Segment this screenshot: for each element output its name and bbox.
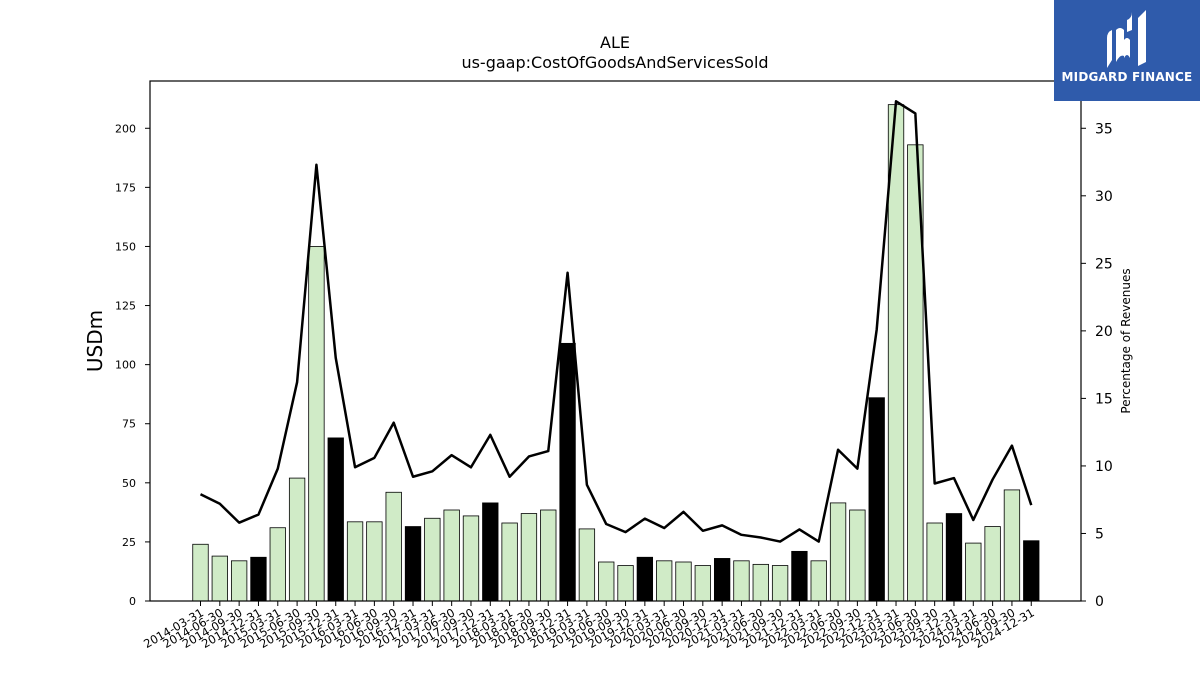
bar-2017-03-31 xyxy=(424,517,441,602)
bar-2021-06-30 xyxy=(752,563,769,602)
bar-2015-09-30 xyxy=(308,246,325,602)
y2-tick-label-0: 0 xyxy=(1095,594,1104,610)
y2-tick-label-10: 10 xyxy=(1095,459,1113,475)
bar-2015-12-31 xyxy=(327,437,344,602)
bar-2015-06-30 xyxy=(288,477,306,602)
bar-2024-12-31 xyxy=(1023,540,1040,602)
brand-logo: MIDGARD FINANCE xyxy=(1054,0,1200,101)
bar-2022-03-31 xyxy=(810,560,827,602)
bar-2019-09-30 xyxy=(617,565,634,602)
bar-2020-03-31 xyxy=(656,560,673,602)
bar-2020-09-30 xyxy=(694,565,711,602)
bar-2024-03-31 xyxy=(965,542,982,602)
y2-tick-label-30: 30 xyxy=(1095,189,1113,205)
bar-2021-12-31 xyxy=(791,550,808,602)
bar-2016-06-30 xyxy=(366,521,383,602)
bar-2018-12-31 xyxy=(559,342,576,602)
y-tick-label-0: 0 xyxy=(129,595,136,608)
y-tick-label-125: 125 xyxy=(115,300,136,313)
bar-2022-09-30 xyxy=(849,509,866,602)
bar-2023-12-31 xyxy=(945,513,963,602)
bar-2021-03-31 xyxy=(733,560,750,602)
chart-title: ALE xyxy=(600,33,630,52)
y2-tick-label-5: 5 xyxy=(1095,526,1104,542)
bar-2018-09-30 xyxy=(540,509,557,602)
chart-subtitle: us-gaap:CostOfGoodsAndServicesSold xyxy=(461,53,768,72)
bar-2016-09-30 xyxy=(385,491,402,602)
y-tick-label-150: 150 xyxy=(115,240,136,253)
percentage-line xyxy=(199,100,1033,543)
y-axis-label: USDm xyxy=(83,310,107,372)
bar-2014-09-30 xyxy=(230,560,248,602)
y2-axis-label: Percentage of Revenues xyxy=(1119,268,1133,413)
brand-name: MIDGARD FINANCE xyxy=(1061,70,1193,84)
y-tick-label-175: 175 xyxy=(115,181,136,194)
bar-2017-09-30 xyxy=(462,515,480,602)
bar-2022-12-31 xyxy=(868,397,885,602)
y-tick-label-25: 25 xyxy=(122,536,136,549)
bar-group xyxy=(192,104,1040,602)
y2-tick-label-15: 15 xyxy=(1095,391,1113,407)
bar-2014-03-31 xyxy=(192,543,209,602)
y2-tick-label-20: 20 xyxy=(1095,324,1113,340)
bar-2014-06-30 xyxy=(211,555,228,602)
y-tick-label-50: 50 xyxy=(122,477,136,490)
midgard-m-logo-icon xyxy=(1107,10,1146,68)
y-tick-label-75: 75 xyxy=(122,418,136,431)
bar-2017-06-30 xyxy=(443,509,460,602)
bar-2022-06-30 xyxy=(829,502,847,602)
y-tick-label-200: 200 xyxy=(115,122,136,135)
bar-2020-06-30 xyxy=(675,561,692,602)
bar-2018-06-30 xyxy=(520,513,538,602)
bar-2014-12-31 xyxy=(250,556,267,602)
bar-2019-06-30 xyxy=(598,561,615,602)
bar-2024-09-30 xyxy=(1003,489,1021,602)
bar-2015-03-31 xyxy=(269,527,286,602)
bar-2016-03-31 xyxy=(346,521,364,602)
bar-2019-03-31 xyxy=(578,528,596,602)
y2-tick-label-35: 35 xyxy=(1095,121,1113,137)
bar-2016-12-31 xyxy=(404,526,422,602)
bar-2024-06-30 xyxy=(984,526,1001,602)
y-tick-label-100: 100 xyxy=(115,359,136,372)
bar-2019-12-31 xyxy=(636,556,654,602)
bar-2018-03-31 xyxy=(501,522,518,602)
bar-2021-09-30 xyxy=(771,565,789,602)
bar-2017-12-31 xyxy=(482,502,499,602)
plot-frame xyxy=(149,80,1082,602)
bar-2020-12-31 xyxy=(713,558,731,602)
y2-tick-label-25: 25 xyxy=(1095,256,1113,272)
bar-2023-09-30 xyxy=(926,522,943,602)
percentage-line-group xyxy=(199,100,1033,543)
